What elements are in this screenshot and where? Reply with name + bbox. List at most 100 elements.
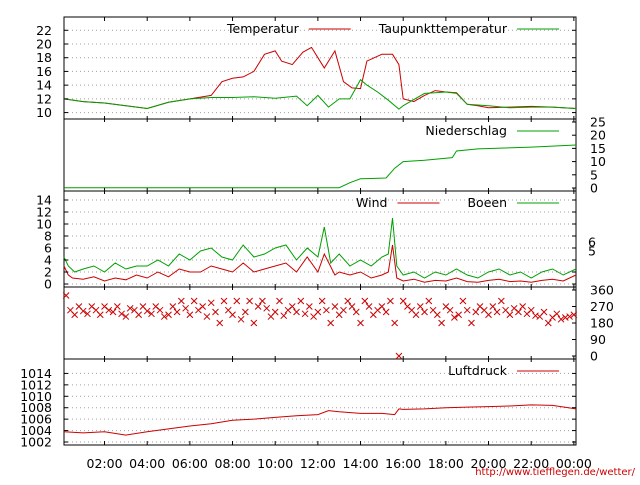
taupunkttemperatur-line	[63, 78, 577, 110]
y-tick-label: 16	[36, 64, 52, 79]
footer-url[interactable]: http://www.tiefflegen.de/wetter/	[475, 467, 635, 478]
wind-direction-point	[135, 311, 143, 319]
x-tick-label: 00:00	[556, 456, 592, 471]
y-tick-label: 22	[36, 23, 52, 38]
wind-direction-point	[361, 297, 369, 305]
wind-direction-point	[532, 312, 539, 320]
wind-direction-point	[212, 308, 219, 316]
y-tick-label: 0	[44, 277, 52, 292]
wind-direction-point	[143, 307, 151, 315]
niederschlag-line	[64, 144, 577, 189]
wind-direction-point	[288, 303, 296, 310]
wind-direction-point	[348, 303, 356, 310]
y-tick-label: 12	[36, 91, 52, 106]
wind-direction-point	[544, 319, 552, 327]
wind-direction-point	[216, 319, 224, 327]
wind-direction-point	[293, 308, 300, 316]
wind-direction-point	[186, 311, 194, 319]
y-tick-label: 20	[590, 128, 606, 143]
wind-direction-point	[446, 306, 454, 314]
wind-direction-point	[489, 303, 497, 310]
y-tick-label: 6	[44, 241, 52, 256]
wind-direction-point	[301, 310, 309, 318]
y-tick-label: 8	[44, 229, 52, 244]
x-tick-label: 16:00	[385, 456, 421, 471]
wind-direction-point	[229, 311, 236, 319]
wind-direction-point	[451, 314, 458, 321]
wind-direction-point	[126, 304, 134, 312]
y-tick-label: 12	[36, 205, 52, 220]
wind-direction-point	[259, 297, 266, 305]
wind-direction-point	[148, 310, 155, 318]
wind-direction-point	[207, 299, 215, 307]
y2-tick-label: 5	[588, 244, 596, 259]
y-tick-label: 20	[36, 37, 52, 52]
wind-direction-point	[237, 315, 245, 323]
x-tick-label: 12:00	[300, 456, 336, 471]
wind-direction-point	[169, 303, 177, 310]
y-tick-label: 14	[36, 78, 52, 93]
wind-direction-point	[246, 297, 253, 305]
wind-direction-point	[297, 297, 305, 305]
luftdruck-line	[63, 404, 577, 436]
wind-direction-point	[515, 308, 522, 316]
y-tick-label: 15	[590, 141, 606, 156]
x-tick-label: 20:00	[471, 456, 507, 471]
wind-direction-point	[71, 311, 79, 319]
wind-direction-point	[412, 311, 420, 319]
wind-direction-point	[327, 319, 335, 327]
x-tick-label: 08:00	[215, 456, 251, 471]
wind-direction-point	[220, 297, 228, 305]
wind-direction-point	[340, 306, 347, 314]
legend-label: Temperatur	[226, 21, 300, 36]
wind-direction-point	[203, 313, 211, 320]
wind-direction-point	[395, 352, 403, 360]
wind-direction-point	[493, 308, 501, 316]
y-tick-label: 18	[36, 50, 52, 65]
wind-direction-point	[485, 311, 492, 319]
y2-tick-label: 6	[588, 235, 596, 250]
y-tick-label: 1004	[20, 423, 52, 438]
y-tick-label: 4	[44, 253, 52, 268]
wind-direction-point	[557, 315, 565, 323]
y-tick-label: 360	[590, 283, 614, 298]
wind-direction-point	[540, 308, 548, 316]
wind-direction-point	[118, 310, 125, 318]
y-tick-label: 5	[590, 167, 598, 182]
wind-direction-point	[553, 310, 561, 318]
y-tick-label: 1014	[20, 366, 52, 381]
wind-direction-point	[109, 308, 117, 316]
wind-direction-point	[497, 297, 505, 305]
wind-direction-point	[318, 297, 326, 305]
wind-direction-point	[263, 304, 271, 312]
wind-direction-point	[177, 297, 185, 305]
y-tick-label: 180	[590, 316, 614, 331]
plot-frame	[63, 16, 577, 446]
y-tick-label: 1002	[20, 435, 52, 450]
wind-direction-point	[378, 303, 386, 310]
wind-direction-point	[199, 303, 207, 310]
legend-label: Boeen	[467, 195, 507, 210]
x-tick-label: 10:00	[257, 456, 293, 471]
wind-direction-point	[84, 310, 91, 318]
y-tick-label: 10	[590, 154, 606, 169]
wind-direction-point	[433, 311, 441, 319]
y-tick-label: 270	[590, 299, 614, 314]
wind-direction-point	[425, 297, 433, 305]
y-tick-label: 14	[36, 193, 52, 208]
wind-direction-point	[382, 308, 390, 316]
wind-direction-point	[352, 308, 360, 316]
x-tick-label: 04:00	[129, 456, 165, 471]
wind-direction-point	[416, 303, 424, 310]
wind-direction-point	[344, 297, 352, 305]
wind-direction-point	[468, 319, 475, 327]
wind-direction-point	[160, 313, 168, 320]
legend-label: Wind	[356, 195, 387, 210]
wind-direction-point	[570, 311, 578, 319]
wind-direction-point	[305, 303, 313, 310]
wind-direction-point	[472, 308, 480, 316]
wind-direction-point	[96, 311, 104, 319]
wind-direction-point	[271, 308, 279, 316]
x-tick-label: 14:00	[343, 456, 379, 471]
